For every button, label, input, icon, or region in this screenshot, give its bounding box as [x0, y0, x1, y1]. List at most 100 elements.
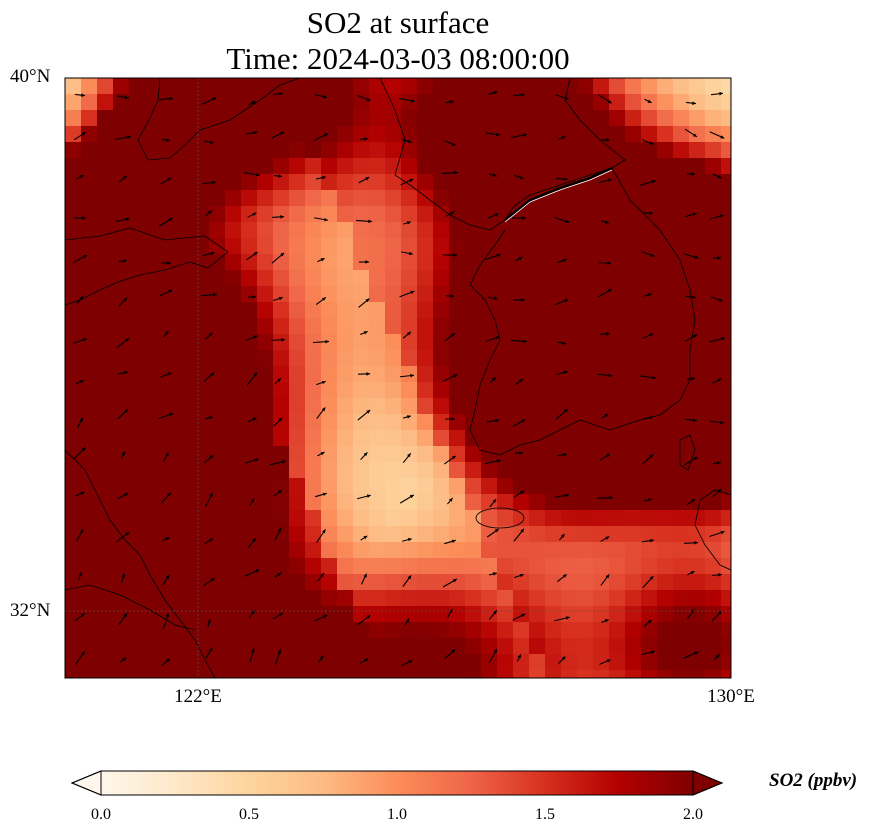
field-cell: [481, 286, 498, 303]
field-cell: [433, 126, 450, 143]
wind-arrow-head: [522, 216, 526, 220]
field-cell: [449, 110, 466, 127]
field-cell: [545, 110, 562, 127]
field-cell: [177, 510, 194, 527]
field-cell: [497, 94, 514, 111]
field-cell: [209, 446, 226, 463]
field-cell: [657, 254, 674, 271]
field-cell: [305, 510, 322, 527]
field-cell: [705, 622, 722, 639]
wind-arrow-head: [278, 174, 282, 178]
field-cell: [241, 286, 258, 303]
field-cell: [529, 510, 546, 527]
field-cell: [241, 494, 258, 511]
field-cell: [673, 622, 690, 639]
field-cell: [129, 462, 146, 479]
field-cell: [97, 606, 114, 623]
wind-arrow-head: [407, 453, 411, 458]
field-cell: [337, 638, 354, 655]
field-cell: [209, 222, 226, 239]
field-cell: [81, 462, 98, 479]
wind-arrow-head: [124, 370, 128, 375]
field-cell: [353, 78, 370, 95]
field-cell: [257, 158, 274, 175]
field-cell: [289, 78, 306, 95]
field-cell: [97, 334, 114, 351]
field-cell: [657, 174, 674, 191]
field-cell: [513, 494, 530, 511]
wind-arrow-head: [608, 373, 612, 378]
field-cell: [321, 158, 338, 175]
field-cell: [433, 158, 450, 175]
field-cell: [481, 526, 498, 543]
field-cell: [353, 126, 370, 143]
field-cell: [193, 654, 210, 671]
wind-arrow-head: [81, 132, 86, 136]
field-cell: [273, 206, 290, 223]
field-cell: [353, 270, 370, 287]
field-cell: [257, 366, 274, 383]
field-cell: [385, 318, 402, 335]
field-cell: [177, 318, 194, 335]
field-cell: [369, 158, 386, 175]
field-cell: [129, 670, 146, 678]
field-cell: [337, 142, 354, 159]
map-title: SO2 at surface: [306, 5, 490, 40]
field-cell: [625, 638, 642, 655]
wind-arrow-head: [495, 336, 500, 340]
field-cell: [609, 654, 626, 671]
field-cell: [497, 542, 514, 559]
field-cell: [193, 206, 210, 223]
field-cell: [609, 302, 626, 319]
field-cell: [385, 622, 402, 639]
field-cell: [193, 590, 210, 607]
field-cell: [65, 542, 82, 559]
field-cell: [449, 334, 466, 351]
field-cell: [465, 190, 482, 207]
field-cell: [529, 494, 546, 511]
field-cell: [481, 574, 498, 591]
field-cell: [241, 206, 258, 223]
field-cell: [513, 126, 530, 143]
field-cell: [337, 318, 354, 335]
field-cell: [305, 222, 322, 239]
field-cell: [129, 126, 146, 143]
field-cell: [145, 78, 162, 95]
field-cell: [145, 494, 162, 511]
wind-arrow-head: [694, 255, 699, 260]
field-cell: [225, 638, 242, 655]
field-cell: [81, 78, 98, 95]
field-cell: [513, 398, 530, 415]
field-cell: [145, 430, 162, 447]
wind-arrow-head: [81, 651, 85, 656]
field-cell: [113, 430, 130, 447]
wind-arrow-head: [406, 221, 411, 225]
field-cell: [433, 670, 450, 678]
field-cell: [545, 142, 562, 159]
field-cell: [177, 558, 194, 575]
field-cell: [657, 286, 674, 303]
field-cell: [193, 286, 210, 303]
field-cell: [561, 78, 578, 95]
wind-arrow-head: [649, 211, 653, 215]
field-cell: [561, 558, 578, 575]
wind-arrow-head: [253, 335, 258, 339]
field-cell: [257, 414, 274, 431]
field-cell: [545, 638, 562, 655]
field-cell: [305, 574, 322, 591]
field-cell: [129, 270, 146, 287]
field-cell: [289, 478, 306, 495]
field-cell: [449, 222, 466, 239]
field-cell: [337, 110, 354, 127]
wind-arrow-head: [405, 618, 410, 623]
field-cell: [65, 638, 82, 655]
field-cell: [177, 222, 194, 239]
field-cell: [609, 526, 626, 543]
field-cell: [353, 158, 370, 175]
field-cell: [689, 110, 706, 127]
field-cell: [497, 174, 514, 191]
field-cell: [305, 638, 322, 655]
field-cell: [225, 398, 242, 415]
field-cell: [161, 350, 178, 367]
field-cell: [161, 462, 178, 479]
